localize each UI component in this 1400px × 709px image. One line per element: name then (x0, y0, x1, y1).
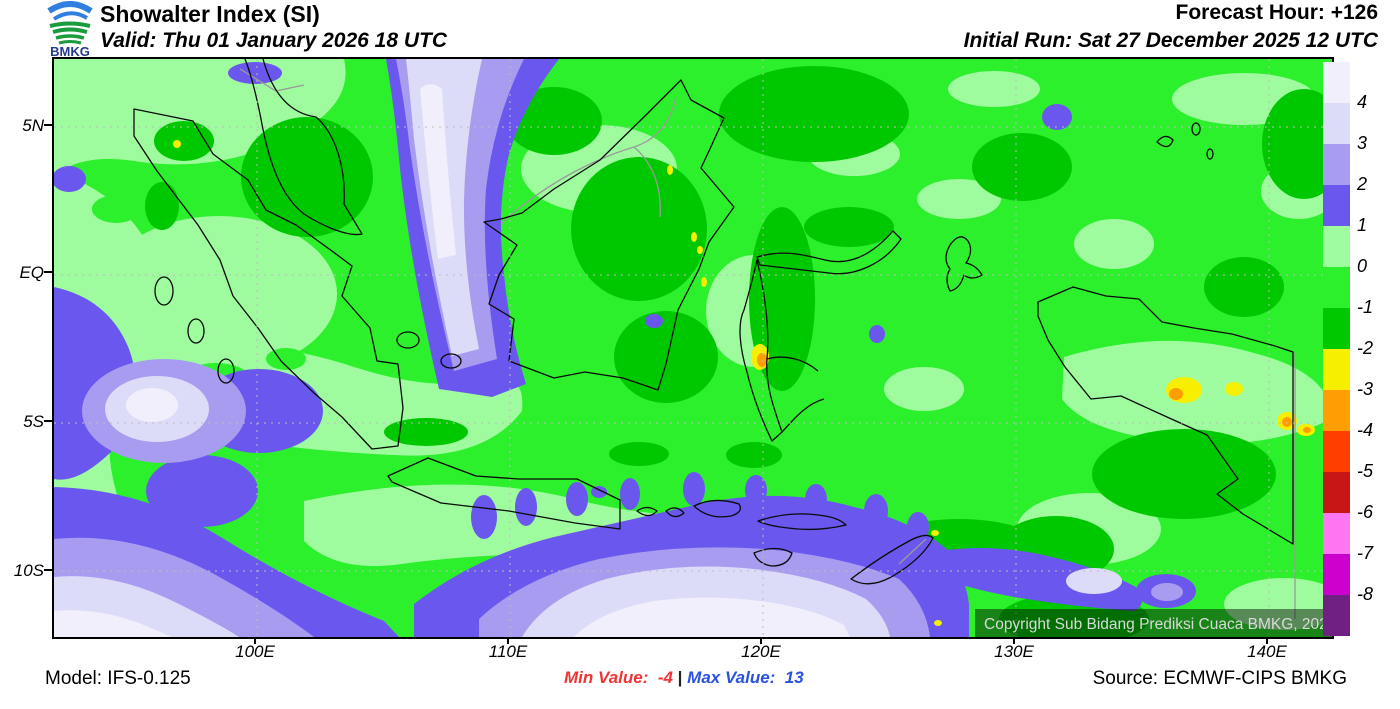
valid-time-label: Valid: Thu 01 January 2026 18 UTC (100, 29, 448, 52)
y-tick (44, 271, 52, 273)
legend-tick-label-2: 2 (1357, 174, 1368, 194)
copyright-overlay: Copyright Sub Bidang Prediksi Cuaca BMKG… (975, 609, 1332, 637)
legend-color-4 (1323, 226, 1350, 267)
y-axis-label-5n: 5N (22, 116, 44, 135)
y-axis-label-10s: 10S (13, 561, 44, 580)
x-axis-label-100e: 100E (235, 642, 275, 661)
x-tick (1266, 637, 1268, 644)
legend-tick-label--3: -3 (1357, 379, 1374, 399)
field-yellow-orange-spots (173, 140, 1315, 626)
field-blue-spots (591, 104, 1072, 498)
x-axis-label-130e: 130E (994, 642, 1034, 661)
legend-tick-label-0: 0 (1357, 256, 1368, 276)
copyright-text: Copyright Sub Bidang Prediksi Cuaca BMKG… (984, 616, 1332, 633)
legend-color-1 (1323, 103, 1350, 144)
legend-tick-label--2: -2 (1357, 338, 1374, 358)
bmkg-logo-text: BMKG (50, 44, 90, 57)
legend-color-11 (1323, 513, 1350, 554)
legend-tick-label--8: -8 (1357, 584, 1374, 604)
y-axis-label-5s: 5S (23, 412, 44, 431)
max-value: 13 (784, 668, 804, 687)
x-axis-label-120e: 120E (741, 642, 781, 661)
x-tick (760, 637, 762, 644)
legend-color-12 (1323, 554, 1350, 595)
legend-color-10 (1323, 472, 1350, 513)
legend-color-0 (1323, 62, 1350, 103)
legend-color-2 (1323, 144, 1350, 185)
y-tick (44, 569, 52, 571)
legend-color-13 (1323, 595, 1350, 636)
forecast-hour-label: Forecast Hour: +126 (1175, 1, 1379, 24)
x-axis-label-140e: 140E (1247, 642, 1287, 661)
x-tick (1013, 637, 1015, 644)
field-purple-southwest (54, 59, 559, 637)
legend-tick-label--7: -7 (1357, 543, 1374, 563)
minmax-line: Min Value: -4 | Max Value: 13 (564, 668, 804, 688)
x-axis-label-110e: 110E (488, 642, 528, 661)
y-tick (44, 124, 52, 126)
min-value: -4 (657, 668, 673, 687)
x-tick (507, 637, 509, 644)
legend-color-3 (1323, 185, 1350, 226)
y-axis-label-eq: EQ (19, 263, 44, 282)
max-value-label: Max Value: (687, 668, 785, 687)
legend-tick-label-4: 4 (1357, 92, 1368, 112)
si-field-map: Copyright Sub Bidang Prediksi Cuaca BMKG… (54, 59, 1332, 637)
legend-tick-label--5: -5 (1357, 461, 1374, 481)
legend-tick-label-3: 3 (1357, 133, 1368, 153)
initial-run-label: Initial Run: Sat 27 December 2025 12 UTC (963, 29, 1378, 52)
min-value-label: Min Value: (564, 668, 658, 687)
legend-color-8 (1323, 390, 1350, 431)
legend-tick-label-1: 1 (1357, 215, 1368, 235)
legend-tick-label--1: -1 (1357, 297, 1374, 317)
field-south-java-system (414, 472, 1196, 637)
source-label: Source: ECMWF-CIPS BMKG (1092, 668, 1347, 689)
x-tick (254, 637, 256, 644)
coastlines (133, 59, 1294, 585)
legend-tick-label--6: -6 (1357, 502, 1374, 522)
legend-color-9 (1323, 431, 1350, 472)
legend-color-7 (1323, 349, 1350, 390)
page-title: Showalter Index (SI) (100, 1, 320, 27)
gridlines (54, 59, 1332, 637)
minmax-separator: | (672, 668, 688, 687)
model-label: Model: IFS-0.125 (45, 668, 191, 689)
map-canvas: Copyright Sub Bidang Prediksi Cuaca BMKG… (52, 57, 1334, 639)
legend-color-6 (1323, 308, 1350, 349)
bmkg-logo-icon: BMKG (47, 1, 93, 57)
legend-colorbar (1323, 62, 1350, 636)
legend-color-5 (1323, 267, 1350, 308)
legend-tick-label--4: -4 (1357, 420, 1374, 440)
y-tick (44, 420, 52, 422)
field-dark-green (145, 66, 1332, 637)
